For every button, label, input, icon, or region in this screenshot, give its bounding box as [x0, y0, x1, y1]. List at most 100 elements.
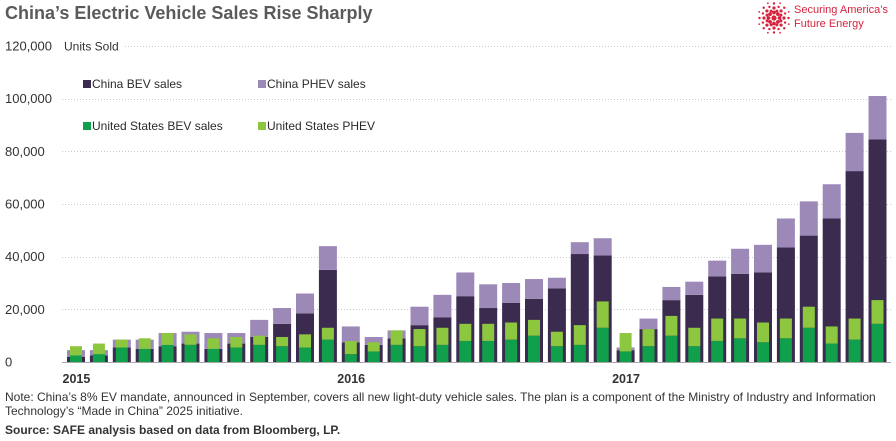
logo-dot [779, 31, 782, 34]
legend-swatch-china-bev [83, 80, 91, 88]
bar-china-phev [822, 184, 841, 219]
bar-us-bev [528, 335, 540, 362]
bar-china-phev [570, 242, 589, 255]
bar-us-bev [115, 347, 128, 362]
legend-label-us-bev: United States BEV sales [92, 119, 223, 133]
bar-us-bev [70, 355, 82, 362]
y-tick-label: 100,000 [5, 91, 52, 106]
bar-us-phev [115, 339, 128, 348]
bar-china-phev [250, 319, 269, 337]
bar-us-phev [871, 300, 884, 324]
bar-us-bev [390, 344, 403, 362]
logo-dot [775, 12, 780, 17]
bar-us-phev [253, 335, 266, 345]
bar-us-phev [688, 327, 701, 347]
y-axis-label-background [61, 39, 123, 53]
logo-dot [761, 21, 765, 24]
bar-us-bev [825, 343, 838, 362]
logo-dot [758, 10, 761, 13]
logo-dot [787, 10, 790, 13]
x-axis: 2015 2016 2017 [63, 372, 640, 386]
logo-dot [765, 23, 769, 27]
gridlines [62, 46, 891, 363]
bar-china-phev [456, 272, 475, 297]
logo-dot [782, 16, 786, 20]
logo-dot [777, 16, 782, 20]
logo-dot [779, 2, 782, 5]
bar-us-phev [573, 325, 586, 345]
chart-title: China’s Electric Vehicle Sales Rise Shar… [5, 3, 373, 23]
bar-us-bev [161, 344, 174, 362]
y-tick-label: 120,000 [5, 39, 52, 54]
logo-dot [779, 13, 783, 17]
legend-swatch-china-phev [258, 80, 266, 88]
logo-dot [769, 23, 773, 27]
y-tick-label: 80,000 [5, 144, 45, 159]
bar-china-bev [822, 218, 841, 362]
bar-us-phev [825, 326, 838, 344]
logo-dot [787, 23, 790, 26]
bar-us-phev [711, 318, 724, 341]
logo-dot [766, 2, 769, 5]
logo-text-line: Future Energy [794, 18, 864, 30]
bar-china-phev [318, 246, 337, 270]
logo-dot [772, 26, 776, 30]
bar-us-bev [207, 348, 220, 362]
bar-us-bev [573, 344, 586, 362]
logo-dot [772, 6, 776, 10]
bar-us-bev [757, 342, 769, 362]
y-tick-label: 40,000 [5, 249, 45, 264]
logo-dot [766, 31, 769, 34]
y-axis-label: Units Sold [64, 40, 119, 54]
bar-us-bev [253, 344, 266, 362]
bar-us-bev [779, 338, 792, 362]
x-tick-label: 2016 [337, 372, 365, 386]
x-tick-label: 2017 [612, 372, 640, 386]
bar-china-phev [433, 294, 452, 318]
logo-dot [783, 12, 787, 15]
bar-us-phev [665, 315, 678, 336]
logo-dot [762, 16, 766, 20]
bar-us-bev [642, 346, 655, 362]
logo-dot [775, 9, 779, 13]
bar-us-phev [70, 346, 82, 356]
bar-china-phev [341, 326, 360, 343]
bar-us-phev [596, 301, 609, 328]
bar-us-phev [848, 318, 861, 340]
logo-dot [771, 15, 777, 21]
bar-us-phev [459, 323, 472, 341]
bars [67, 96, 887, 362]
logo-dot [768, 5, 771, 9]
bar-us-bev [596, 327, 609, 362]
logo-dot [762, 27, 765, 30]
logo-dot [783, 6, 786, 9]
y-tick-label: 20,000 [5, 302, 45, 317]
y-tick-label: 60,000 [5, 197, 45, 212]
logo-dot [779, 23, 783, 27]
bar-us-bev [367, 351, 380, 362]
logo-dot [779, 9, 783, 13]
logo-dot [772, 2, 776, 5]
bar-china-phev [525, 279, 543, 299]
bar-china-phev [731, 248, 750, 274]
logo-dot [765, 13, 769, 17]
logo-dot [758, 23, 761, 26]
starburst-icon [758, 2, 790, 34]
legend-label-china-phev: China PHEV sales [267, 77, 366, 91]
legend-label-us-phev: United States PHEV [267, 119, 376, 133]
logo-dot [761, 12, 765, 15]
bar-us-phev [505, 322, 518, 340]
bar-us-phev [367, 342, 380, 352]
bar-china-phev [364, 336, 383, 345]
logo-dot [775, 19, 780, 24]
legend-swatch-us-bev [83, 122, 91, 130]
legend-swatch-us-phev [258, 122, 266, 130]
logo-dot [765, 9, 769, 13]
bar-us-bev [436, 344, 449, 362]
bar-us-bev [459, 340, 472, 362]
bar-us-bev [138, 348, 151, 362]
bar-us-phev [276, 336, 289, 347]
bar-china-phev [410, 306, 429, 326]
bar-us-phev [161, 333, 174, 345]
